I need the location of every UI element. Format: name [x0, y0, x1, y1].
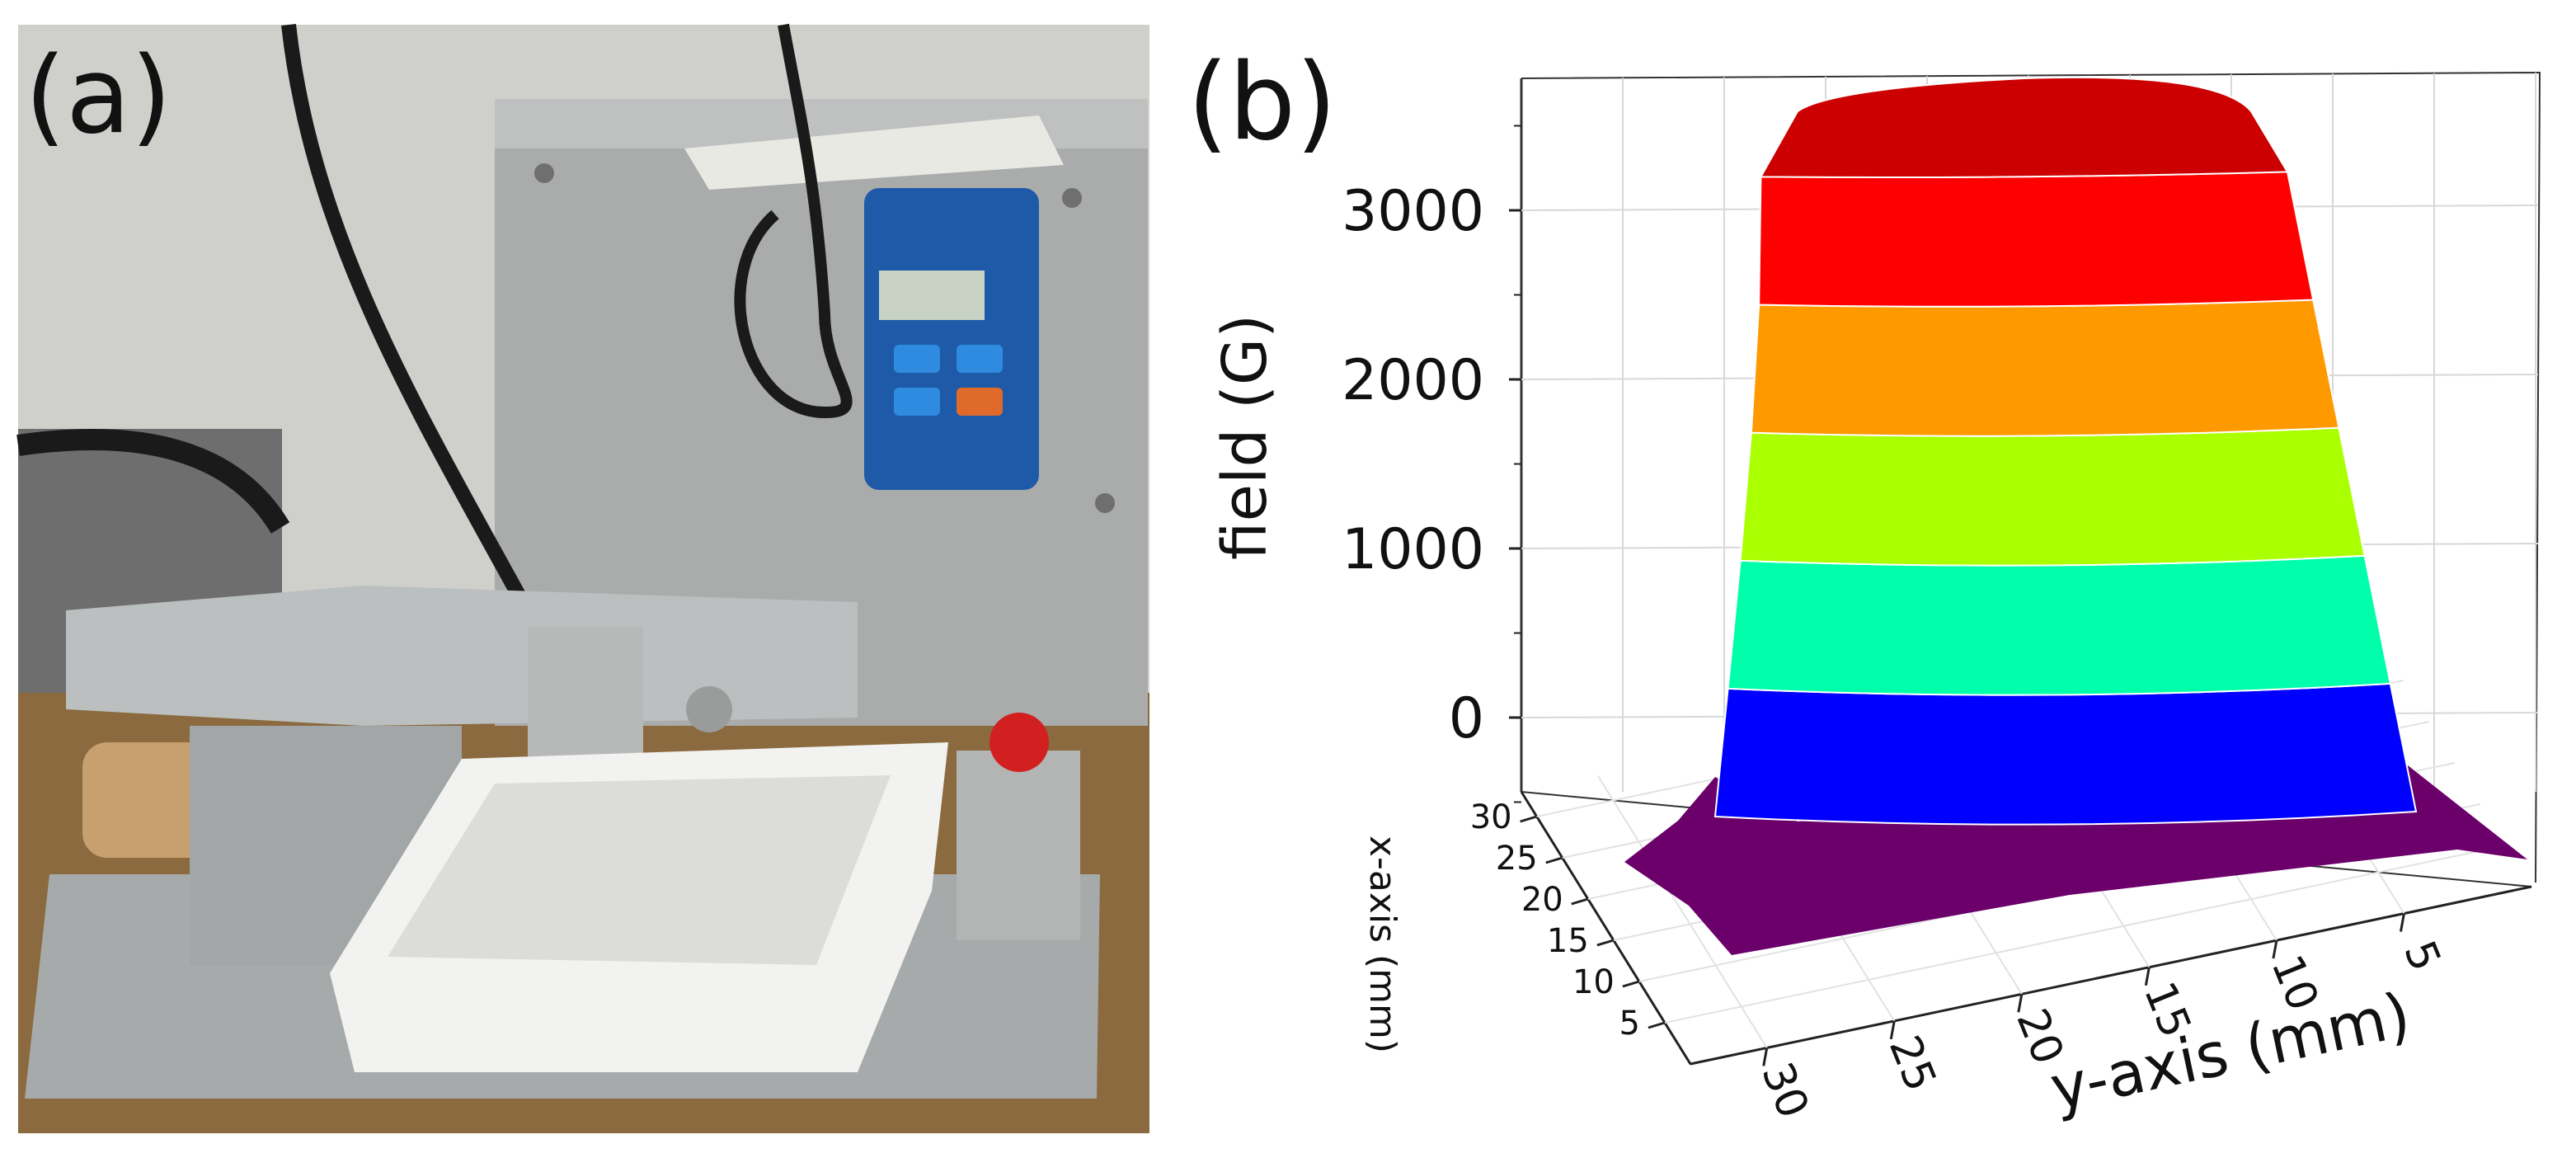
y-tick — [2017, 994, 2024, 1013]
floor-gridline — [1664, 845, 2507, 1024]
x-tick — [1648, 1021, 1666, 1029]
x-tick — [1622, 980, 1640, 988]
surface-band — [1759, 76, 2289, 179]
surface — [1624, 76, 2527, 955]
x-tick-label: 20 — [1521, 881, 1563, 919]
z-tick-label: 0 — [1449, 686, 1484, 751]
y-tick-label: 25 — [1879, 1029, 1945, 1099]
y-tick — [2399, 913, 2405, 932]
back-wall-frame — [1521, 71, 2541, 883]
z-ticks: 0 1000 2000 3000 — [1342, 125, 1521, 803]
y-axis-title: y-axis (mm) — [2044, 979, 2416, 1124]
surface-band — [1750, 299, 2340, 437]
photo-cable-right — [734, 23, 853, 419]
z-tick-label: 1000 — [1342, 517, 1484, 582]
z-tick-label: 3000 — [1342, 179, 1484, 244]
x-tick — [1545, 856, 1563, 864]
z-tick-label: 2000 — [1342, 348, 1484, 413]
floor-gridline — [1596, 774, 1768, 1048]
photo-stop-button — [990, 713, 1049, 772]
y-tick — [2144, 967, 2151, 986]
photo-switch-box — [957, 751, 1080, 940]
panel-b-label: (b) — [1187, 41, 1337, 164]
surface-band — [1713, 682, 2418, 826]
y-axis-line — [1690, 885, 2532, 1066]
photo-gantry-arm — [66, 586, 858, 726]
photo-scanner-setup — [16, 23, 1149, 1133]
y-tick-label: 5 — [2394, 934, 2450, 978]
surface-band — [1739, 426, 2366, 567]
x-tick-label: 30 — [1470, 798, 1512, 836]
photo-cable-left — [281, 24, 543, 631]
surface-band — [1758, 171, 2315, 308]
photo-paper-label — [684, 115, 1064, 190]
x-tick — [1520, 815, 1538, 823]
y-tick — [2272, 939, 2278, 959]
photo-gaussmeter — [864, 188, 1039, 490]
y-tick — [1889, 1020, 1896, 1040]
x-axis-title: x-axis (mm) — [1361, 836, 1403, 1053]
surface-band — [1727, 554, 2392, 696]
x-tick — [1571, 897, 1589, 906]
meter-display — [879, 271, 985, 320]
panel-a-label: (a) — [25, 35, 172, 158]
panel-a: (a) — [16, 23, 1149, 1133]
x-axis-line — [1520, 791, 1692, 1065]
y-tick-label: 30 — [1751, 1056, 1817, 1125]
x-tick-label: 5 — [1619, 1005, 1639, 1043]
x-tick-label: 10 — [1572, 963, 1615, 1001]
x-tick-label: 25 — [1496, 840, 1538, 878]
x-tick-label: 15 — [1547, 922, 1589, 960]
z-axis-title: field (G) — [1210, 314, 1281, 560]
y-tick — [1762, 1047, 1769, 1066]
x-tick — [1596, 939, 1615, 947]
